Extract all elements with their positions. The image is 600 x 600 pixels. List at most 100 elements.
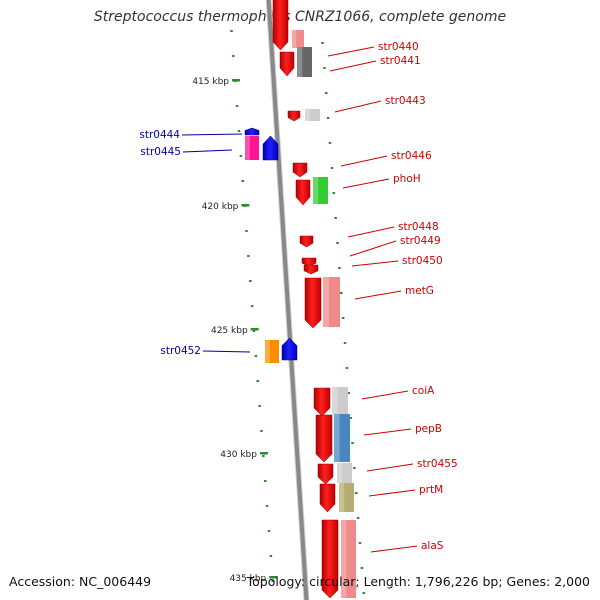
minor-tick — [269, 555, 273, 557]
gene-label: str0441 — [380, 55, 421, 67]
summary-label: Topology: circular; Length: 1,796,226 bp… — [246, 574, 590, 589]
cog-box — [334, 414, 350, 462]
gene-label-line — [181, 133, 243, 136]
cds-arrow — [295, 179, 311, 206]
gene-label-line — [368, 489, 416, 497]
cog-box-highlight — [339, 483, 345, 512]
cog-box — [332, 387, 348, 415]
gene-label-line — [327, 46, 375, 57]
cds-arrow — [279, 51, 295, 77]
cog-box-highlight — [313, 177, 319, 204]
cds-arrow — [315, 414, 333, 463]
minor-tick — [258, 405, 261, 407]
minor-tick — [360, 567, 364, 569]
cog-box-highlight — [297, 47, 303, 77]
minor-tick — [264, 480, 267, 482]
map-title: Streptococcus thermophilus CNRZ1066, com… — [93, 9, 507, 25]
minor-tick — [256, 380, 259, 382]
minor-tick — [325, 92, 328, 94]
gene-label-line — [340, 155, 388, 167]
major-tick — [269, 576, 278, 579]
minor-tick — [247, 255, 250, 257]
gene-label: alaS — [421, 540, 444, 552]
gene-label: str0444 — [139, 129, 180, 141]
minor-tick — [235, 105, 239, 107]
cds-arrow — [244, 127, 260, 136]
cds-arrow — [321, 519, 339, 599]
cds-arrow — [313, 387, 331, 417]
gene-label: str0450 — [402, 255, 443, 267]
cds-arrow — [299, 235, 314, 248]
gene-label: metG — [405, 285, 434, 297]
minor-tick — [252, 330, 256, 332]
cog-box — [341, 520, 356, 598]
minor-tick — [356, 517, 360, 519]
gene-label-line — [182, 149, 233, 153]
cog-box-highlight — [334, 414, 340, 462]
gene-label-line — [202, 350, 251, 353]
major-tick — [250, 328, 259, 331]
gene-label-line — [354, 290, 402, 300]
minor-tick — [265, 505, 269, 507]
minor-tick — [349, 417, 352, 419]
cog-box-highlight — [265, 340, 270, 363]
minor-tick — [245, 230, 248, 232]
cds-arrow — [303, 264, 319, 275]
scale-label: 435 kbp — [230, 574, 267, 584]
minor-tick — [358, 542, 362, 544]
gene-label: prtM — [419, 484, 443, 496]
gene-label-line — [366, 463, 414, 472]
backbone — [266, 0, 309, 600]
minor-tick — [230, 30, 233, 32]
cds-arrow — [317, 463, 334, 485]
minor-tick — [338, 267, 341, 269]
minor-tick — [232, 55, 235, 57]
minor-tick — [326, 117, 330, 119]
gene-label: str0445 — [140, 146, 181, 158]
minor-tick — [249, 280, 252, 282]
scale-label: 425 kbp — [211, 326, 248, 336]
minor-tick — [343, 342, 347, 344]
minor-tick — [262, 455, 265, 457]
minor-tick — [334, 217, 337, 219]
cds-arrow — [304, 277, 322, 329]
gene-label: str0446 — [391, 150, 432, 162]
cog-box — [337, 463, 352, 483]
minor-tick — [237, 130, 241, 132]
minor-tick — [347, 392, 350, 394]
gene-label: str0452 — [160, 345, 201, 357]
cog-box — [297, 47, 312, 77]
gene-label-line — [342, 178, 390, 189]
minor-tick — [362, 592, 365, 594]
gene-label-line — [351, 260, 399, 267]
gene-label-line — [363, 428, 412, 436]
minor-tick — [241, 180, 244, 182]
cog-box-highlight — [292, 30, 297, 48]
minor-tick — [271, 580, 274, 582]
cds-arrow — [281, 337, 298, 361]
cds-arrow — [272, 0, 289, 51]
gene-label: phoH — [393, 173, 421, 185]
cog-box — [245, 136, 259, 160]
cog-box-highlight — [245, 136, 250, 160]
gene-label-line — [334, 100, 382, 113]
cog-box-highlight — [337, 463, 343, 483]
minor-tick — [260, 430, 263, 432]
gene-label-line — [370, 545, 418, 553]
cog-box — [323, 277, 340, 327]
scale-label: 420 kbp — [202, 202, 239, 212]
minor-tick — [323, 67, 326, 69]
gene-label-line — [349, 240, 397, 257]
gene-label-line — [329, 60, 377, 72]
minor-tick — [250, 305, 254, 307]
minor-tick — [353, 467, 356, 469]
cds-arrow — [301, 257, 317, 267]
cog-box — [265, 340, 279, 363]
minor-tick — [239, 155, 243, 157]
minor-tick — [351, 442, 354, 444]
scale-label: 430 kbp — [220, 450, 257, 460]
cog-box-highlight — [341, 520, 347, 598]
gene-label: str0455 — [417, 458, 458, 470]
cds-arrow — [319, 483, 336, 513]
gene-label: str0449 — [400, 235, 441, 247]
